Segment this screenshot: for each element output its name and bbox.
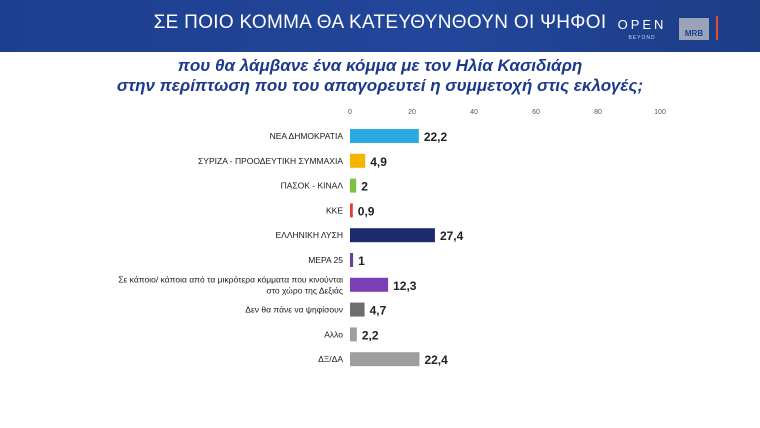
value-label: 0,9 xyxy=(358,204,375,218)
question-line-2: στην περίπτωση που του απαγορευτεί η συμ… xyxy=(116,76,644,95)
value-label: 27,4 xyxy=(440,229,464,243)
category-label: ΝΕΑ ΔΗΜΟΚΡΑΤΙΑ xyxy=(270,131,344,141)
category-label: Δεν θα πάνε να ψηφίσουν xyxy=(245,305,343,315)
category-label: ΣΥΡΙΖΑ - ΠΡΟΟΔΕΥΤΙΚΗ ΣΥΜΜΑΧΙΑ xyxy=(198,156,343,166)
value-label: 4,9 xyxy=(370,155,387,169)
value-label: 22,2 xyxy=(424,130,448,144)
value-label: 2 xyxy=(361,180,368,194)
bar xyxy=(350,327,357,342)
category-label: ΠΑΣΟΚ - ΚΙΝΑΛ xyxy=(281,181,344,191)
category-label: ΜΕΡΑ 25 xyxy=(308,255,343,265)
bar xyxy=(350,277,389,292)
bar xyxy=(350,253,354,267)
value-label: 1 xyxy=(358,254,365,268)
bar xyxy=(350,352,420,367)
question-line-1: που θα λάμβανε ένα κόμμα με τον Ηλία Κασ… xyxy=(177,56,583,75)
mrb-logo: MRB xyxy=(679,18,709,40)
header-title: ΣΕ ΠΟΙΟ ΚΟΜΜΑ ΘΑ ΚΑΤΕΥΘΥΝΘΟΥΝ ΟΙ ΨΗΦΟΙ xyxy=(153,12,607,33)
value-label: 4,7 xyxy=(370,304,387,318)
value-label: 2,2 xyxy=(362,328,379,342)
bar xyxy=(350,153,366,168)
x-tick-label: 100 xyxy=(654,109,666,116)
x-tick-label: 80 xyxy=(594,109,602,116)
bar xyxy=(350,178,357,193)
x-tick-label: 0 xyxy=(348,109,352,116)
category-label: στο χώρο της Δεξιάς xyxy=(266,285,343,295)
value-label: 12,3 xyxy=(393,279,417,293)
category-label: Αλλο xyxy=(324,329,343,339)
category-label: Σε κάποιο/ κάποια από τα μικρότερα κόμμα… xyxy=(118,274,343,284)
category-label: ΕΛΛΗΝΙΚΗ ΛΥΣΗ xyxy=(276,230,343,240)
bar xyxy=(350,129,419,143)
category-label: ΔΞ/ΔΑ xyxy=(318,354,343,364)
header-banner: ΣΕ ΠΟΙΟ ΚΟΜΜΑ ΘΑ ΚΑΤΕΥΘΥΝΘΟΥΝ ΟΙ ΨΗΦΟΙ O… xyxy=(0,0,760,52)
bar xyxy=(350,302,365,317)
open-logo: OPEN xyxy=(617,17,667,32)
open-beyond-logo-text: BEYOND xyxy=(628,35,656,41)
x-tick-label: 60 xyxy=(532,109,540,116)
logo-accent-bar xyxy=(716,16,718,40)
x-tick-label: 40 xyxy=(470,109,478,116)
value-label: 22,4 xyxy=(424,353,448,367)
bar xyxy=(350,203,353,218)
bar xyxy=(350,228,435,243)
category-label: ΚΚΕ xyxy=(326,205,343,215)
x-tick-label: 20 xyxy=(408,109,416,116)
